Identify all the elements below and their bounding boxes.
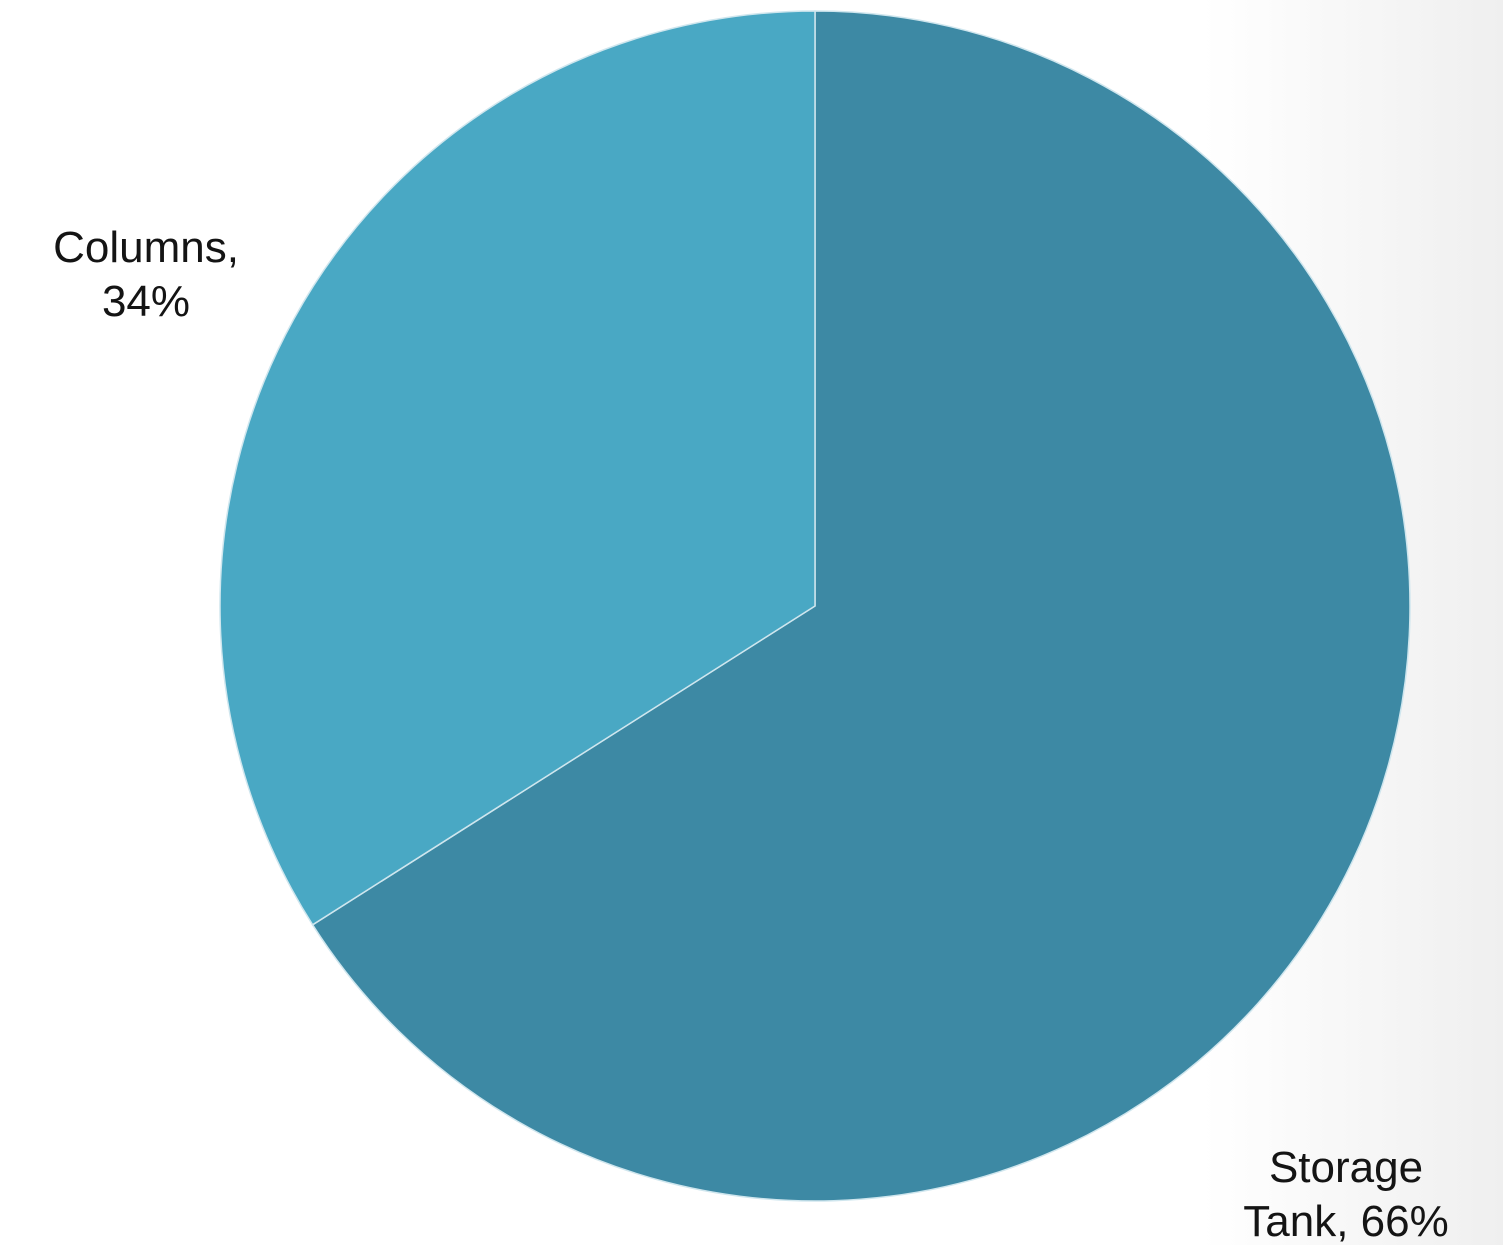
slice-labels: Storage Tank, 66% Columns, 34% — [53, 223, 1449, 1245]
pie-slices — [219, 10, 1411, 1202]
pie-slice-columns — [219, 10, 816, 926]
slice-label-line: Storage — [1269, 1143, 1423, 1192]
slice-label-line: 34% — [102, 277, 190, 326]
pie-slice-storage-tank — [311, 10, 1411, 1202]
slice-label-line: Tank, 66% — [1243, 1197, 1448, 1245]
slice-label-storage-tank: Storage Tank, 66% — [1243, 1143, 1448, 1245]
slice-label-columns: Columns, 34% — [53, 223, 239, 326]
slice-label-line: Columns, — [53, 223, 239, 272]
